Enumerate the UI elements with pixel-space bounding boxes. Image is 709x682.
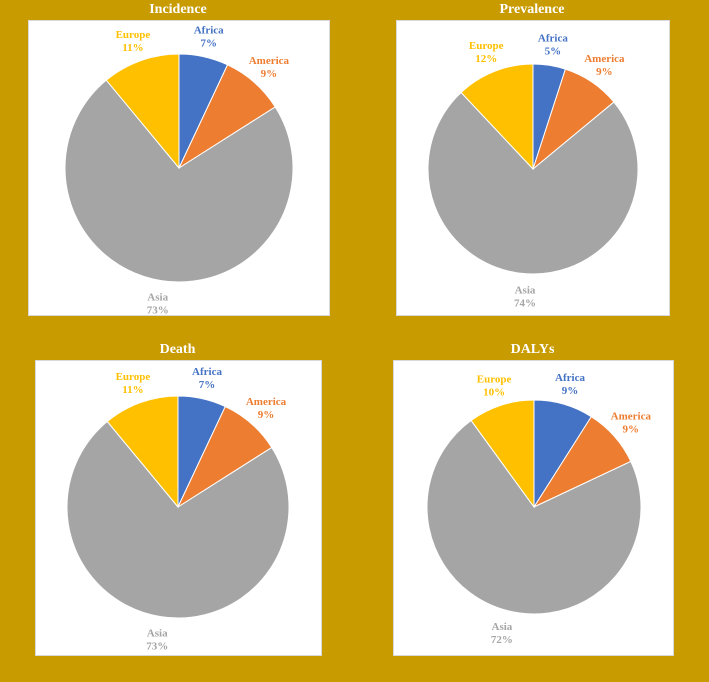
data-label-europe-value: 10% [483, 386, 505, 398]
data-label-asia-name: Asia [515, 285, 536, 297]
data-label-america-value: 9% [596, 66, 613, 78]
chart-area: Africa 7% America 9% Asia 73% Europe 11% [35, 360, 322, 656]
data-label-europe-name: Europe [477, 373, 512, 385]
data-label-america-value: 9% [261, 68, 278, 80]
data-label-asia-name: Asia [147, 291, 168, 303]
pie-slice-asia [426, 419, 642, 615]
data-label-america-name: America [611, 411, 652, 423]
chart-title: DALYs [510, 342, 555, 357]
chart-title: Prevalence [499, 2, 565, 17]
pie-slice-europe [106, 395, 179, 509]
pie-slice-europe [105, 53, 180, 170]
chart-title: Death [159, 342, 196, 357]
data-label-asia-value: 73% [146, 640, 168, 652]
data-label-africa-name: Africa [555, 372, 585, 384]
data-label-africa-value: 7% [200, 37, 217, 49]
data-label-europe-value: 12% [475, 53, 497, 65]
chart-area: Africa 9% America 9% Asia 72% Europe 10% [393, 360, 674, 656]
data-label-africa-name: Africa [538, 33, 568, 45]
data-label-africa-value: 9% [562, 385, 579, 397]
chart-area: Africa 7% America 9% Asia 73% Europe 11% [28, 20, 330, 316]
data-label-america-name: America [249, 55, 290, 67]
pie-slice-europe [460, 63, 534, 171]
data-label-asia-name: Asia [492, 621, 513, 633]
data-label-europe-value: 11% [122, 384, 143, 396]
data-label-africa-name: Africa [192, 366, 222, 378]
data-label-europe-name: Europe [116, 371, 151, 383]
data-label-asia-value: 73% [147, 304, 169, 315]
chart-area: Africa 5% America 9% Asia 74% Europe 12% [396, 20, 670, 316]
data-label-europe-value: 11% [122, 42, 143, 54]
data-label-africa-name: Africa [194, 24, 224, 36]
data-label-asia-value: 74% [514, 298, 536, 310]
data-label-america-name: America [584, 53, 625, 65]
data-label-africa-value: 7% [199, 379, 216, 391]
pie-slice-asia [427, 91, 639, 275]
pie-slice-asia [64, 79, 294, 283]
chart-title: Incidence [149, 2, 207, 17]
data-label-europe-name: Europe [116, 29, 151, 41]
data-label-america-name: America [246, 396, 287, 408]
data-label-asia-value: 72% [491, 634, 513, 646]
pie-slice-europe [470, 399, 535, 509]
data-label-asia-name: Asia [147, 627, 168, 639]
data-label-africa-value: 5% [545, 46, 562, 58]
data-label-america-value: 9% [623, 424, 640, 436]
pie-slice-asia [66, 420, 290, 619]
data-label-america-value: 9% [258, 409, 275, 421]
data-label-europe-name: Europe [469, 40, 504, 52]
